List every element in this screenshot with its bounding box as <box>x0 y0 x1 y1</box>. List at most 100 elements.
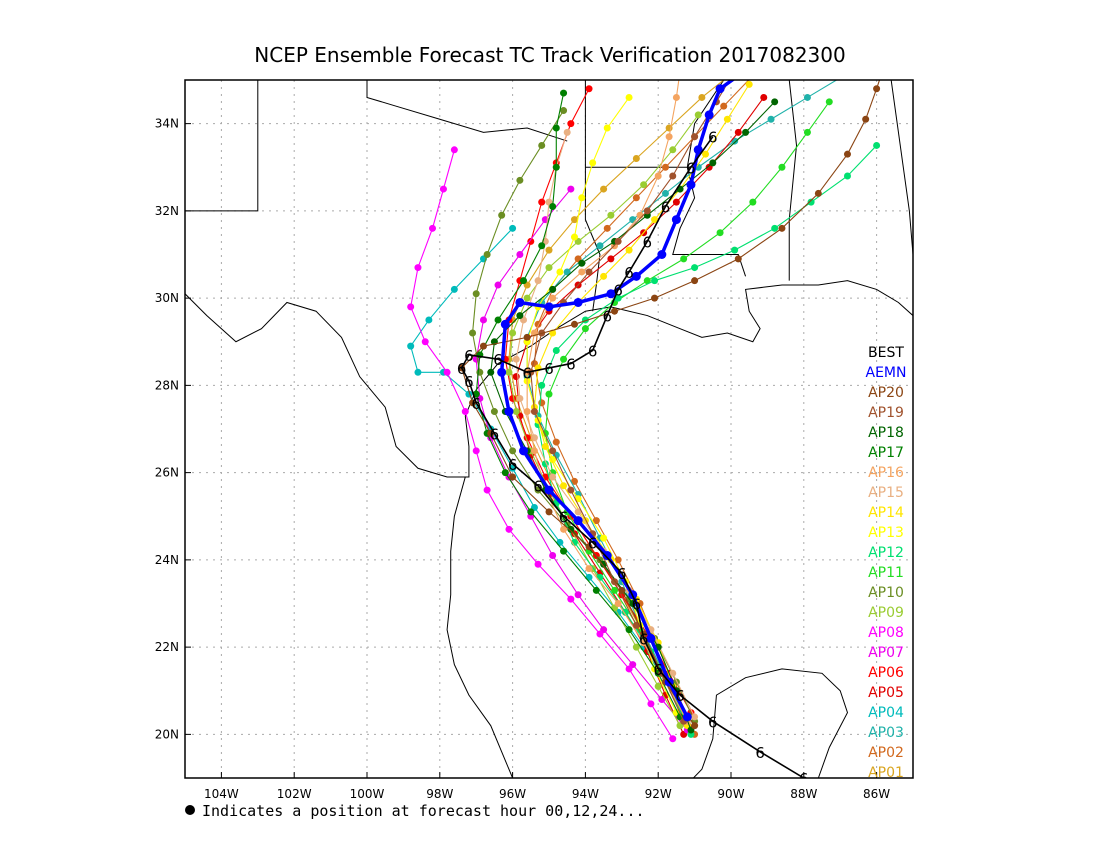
track-point <box>487 368 495 376</box>
y-tick-label: 30N <box>155 291 179 305</box>
track-point <box>625 626 633 634</box>
track-aemn <box>497 80 740 722</box>
track-point <box>669 146 677 154</box>
x-tick-label: 96W <box>499 787 526 801</box>
track-point <box>560 89 568 97</box>
track-point <box>515 297 525 307</box>
track-point <box>527 237 535 245</box>
track-point <box>691 133 699 141</box>
track-ap08 <box>407 146 677 743</box>
hurricane-symbol-icon: 6 <box>559 508 569 526</box>
track-point <box>600 272 608 280</box>
hurricane-symbol-icon: 6 <box>639 630 649 648</box>
track-point <box>771 224 779 232</box>
track-line <box>530 80 731 722</box>
legend-entry-ap01: AP01 <box>868 765 904 781</box>
axes: 104W 102W 100W 98W 96W 94W 92W 90W 88W 86W 20N 22N 2… <box>155 117 891 801</box>
hurricane-symbol-icon: 6 <box>471 395 481 413</box>
track-point <box>476 368 484 376</box>
track-point <box>516 394 524 402</box>
track-point <box>669 735 677 743</box>
track-point <box>472 447 480 455</box>
track-point <box>602 551 612 561</box>
track-point <box>490 408 498 416</box>
track-point <box>661 189 669 197</box>
coastline-segment <box>890 80 913 255</box>
track-point <box>647 700 655 708</box>
coastline-segment <box>446 476 514 778</box>
track-point <box>840 72 847 79</box>
track-point <box>737 80 740 81</box>
legend-entry-aemn: AEMN <box>866 365 907 381</box>
track-point <box>545 264 553 272</box>
track-point <box>414 264 422 272</box>
hurricane-symbol-icon: 6 <box>457 360 467 378</box>
track-point <box>549 473 557 481</box>
track-point <box>425 316 433 324</box>
track-point <box>596 630 604 638</box>
track-point <box>723 115 731 123</box>
legend-entry-ap16: AP16 <box>868 465 904 481</box>
footnote-text: Indicates a position at forecast hour 00… <box>202 802 645 820</box>
track-point <box>560 107 568 115</box>
track-point <box>407 303 415 311</box>
track-point <box>479 342 487 350</box>
track-point <box>698 93 706 101</box>
track-point <box>472 290 480 298</box>
hurricane-symbol-icon: 6 <box>588 534 598 552</box>
track-point <box>509 394 517 402</box>
track-point <box>651 294 659 302</box>
track-point <box>661 163 669 171</box>
y-tick-label: 28N <box>155 378 179 392</box>
legend-entry-ap11: AP11 <box>868 565 904 581</box>
hurricane-symbol-icon: 6 <box>544 360 554 378</box>
track-point <box>677 68 684 75</box>
track-point <box>523 294 531 302</box>
x-tick-label: 94W <box>572 787 599 801</box>
track-point <box>749 198 757 206</box>
track-point <box>552 124 560 132</box>
y-tick-label: 26N <box>155 466 179 480</box>
track-point <box>691 277 699 285</box>
legend-entry-ap13: AP13 <box>868 525 904 541</box>
track-ap20 <box>458 80 881 730</box>
hurricane-symbol-icon: 6 <box>708 129 718 147</box>
track-point <box>600 534 608 542</box>
track-point <box>843 172 851 180</box>
track-point <box>570 216 578 224</box>
track-point <box>614 600 622 607</box>
coastline-segment <box>366 80 568 142</box>
track-line <box>537 145 877 735</box>
track-point <box>461 408 469 416</box>
hurricane-symbol-icon: 6 <box>602 308 612 326</box>
track-point <box>534 560 542 568</box>
hurricane-symbol-icon: 6 <box>708 713 718 731</box>
track-point <box>691 713 699 721</box>
legend-entry-ap05: AP05 <box>868 685 904 701</box>
track-point <box>611 307 619 315</box>
hurricane-symbol-icon: 6 <box>464 373 474 391</box>
legend-entry-ap04: AP04 <box>868 705 904 721</box>
track-point <box>570 233 578 241</box>
track-point <box>552 438 560 446</box>
track-point <box>563 268 571 276</box>
track-line <box>460 136 805 778</box>
track-point <box>629 216 637 224</box>
forecast-position-dot-icon <box>185 805 195 815</box>
track-line <box>499 80 736 718</box>
track-point <box>646 633 656 643</box>
track-point <box>469 399 477 407</box>
track-point <box>545 390 553 398</box>
track-point <box>603 224 611 232</box>
track-point <box>414 368 422 376</box>
hurricane-symbol-icon: 6 <box>632 596 642 614</box>
track-point <box>509 473 517 481</box>
legend-entry-ap03: AP03 <box>868 725 904 741</box>
track-ap18 <box>487 98 779 734</box>
legend-entry-ap20: AP20 <box>868 385 904 401</box>
track-point <box>596 242 604 250</box>
track-point <box>671 215 681 225</box>
track-line <box>475 188 688 731</box>
track-point <box>567 486 575 494</box>
